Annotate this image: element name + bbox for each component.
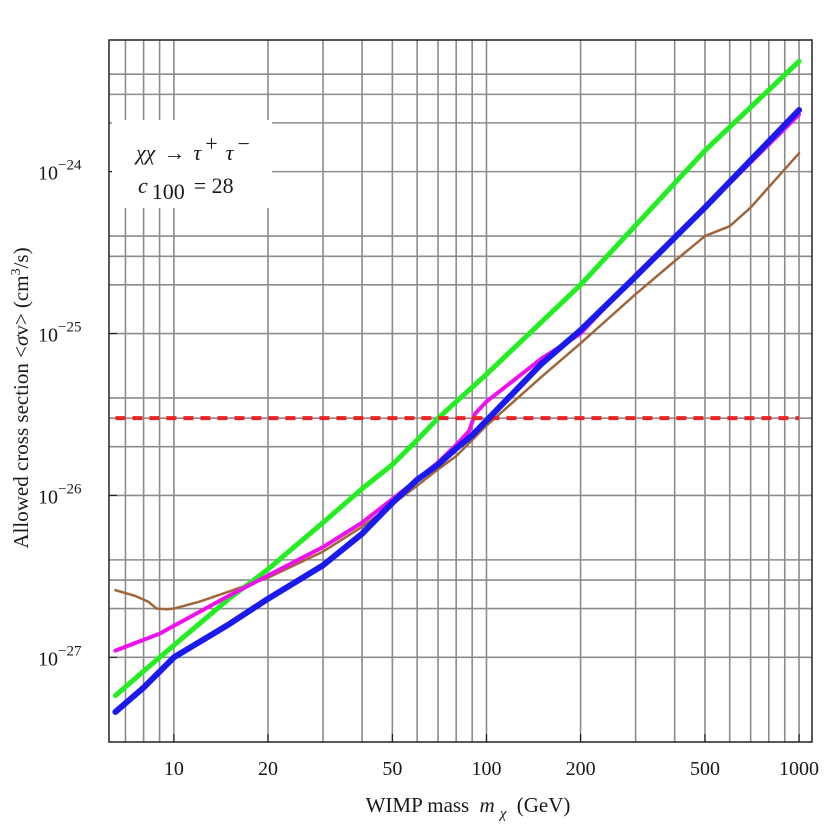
x-tick-label: 20 <box>258 758 278 780</box>
x-tick-label: 50 <box>382 758 402 780</box>
series-line-green <box>112 58 802 699</box>
x-axis-title: WIMP mass m χ (GeV) <box>366 793 571 823</box>
axis-ticks: 10 20 50 100 200 500 1000 10−27 10−26 10−25 10−24 <box>38 158 819 780</box>
series-group <box>112 58 803 715</box>
x-tick-label: 500 <box>690 758 720 780</box>
y-tick-label: 10−25 <box>38 320 81 347</box>
annotation-legend: χχ → τ + τ − c 100 = 28 <box>112 120 272 208</box>
annotation-line-1: χχ → τ + τ − <box>134 131 250 165</box>
annotation-line-2: c 100 = 28 <box>138 173 234 204</box>
plot-frame <box>108 39 813 743</box>
y-tick-label: 10−26 <box>38 481 82 508</box>
annotation-background <box>112 120 272 208</box>
y-tick-label: 10−27 <box>38 643 82 670</box>
x-tick-label: 1000 <box>779 758 819 780</box>
x-tick-label: 10 <box>164 758 184 780</box>
y-axis-title: Allowed cross section <σv> (cm3/s) <box>9 247 33 548</box>
x-tick-label: 100 <box>471 758 501 780</box>
x-tick-label: 200 <box>566 758 596 780</box>
y-tick-label: 10−24 <box>38 158 82 185</box>
series-line-blue <box>112 107 803 715</box>
series-line-brown <box>114 151 801 611</box>
grid <box>109 40 812 742</box>
